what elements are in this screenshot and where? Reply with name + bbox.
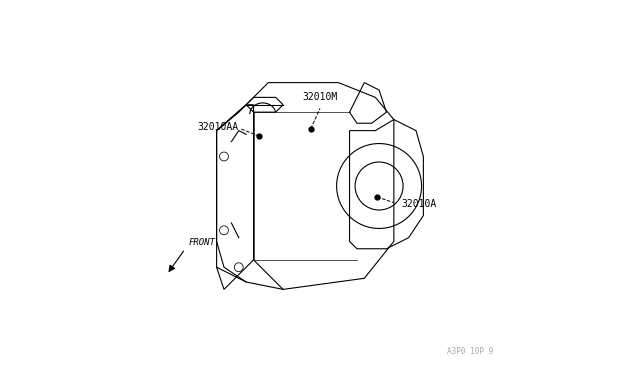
Text: 32010A: 32010A xyxy=(401,199,436,209)
Text: 32010M: 32010M xyxy=(302,92,338,102)
Text: 32010AA: 32010AA xyxy=(198,122,239,132)
Text: FRONT: FRONT xyxy=(189,238,216,247)
Text: A3P0 10P 9: A3P0 10P 9 xyxy=(447,347,493,356)
